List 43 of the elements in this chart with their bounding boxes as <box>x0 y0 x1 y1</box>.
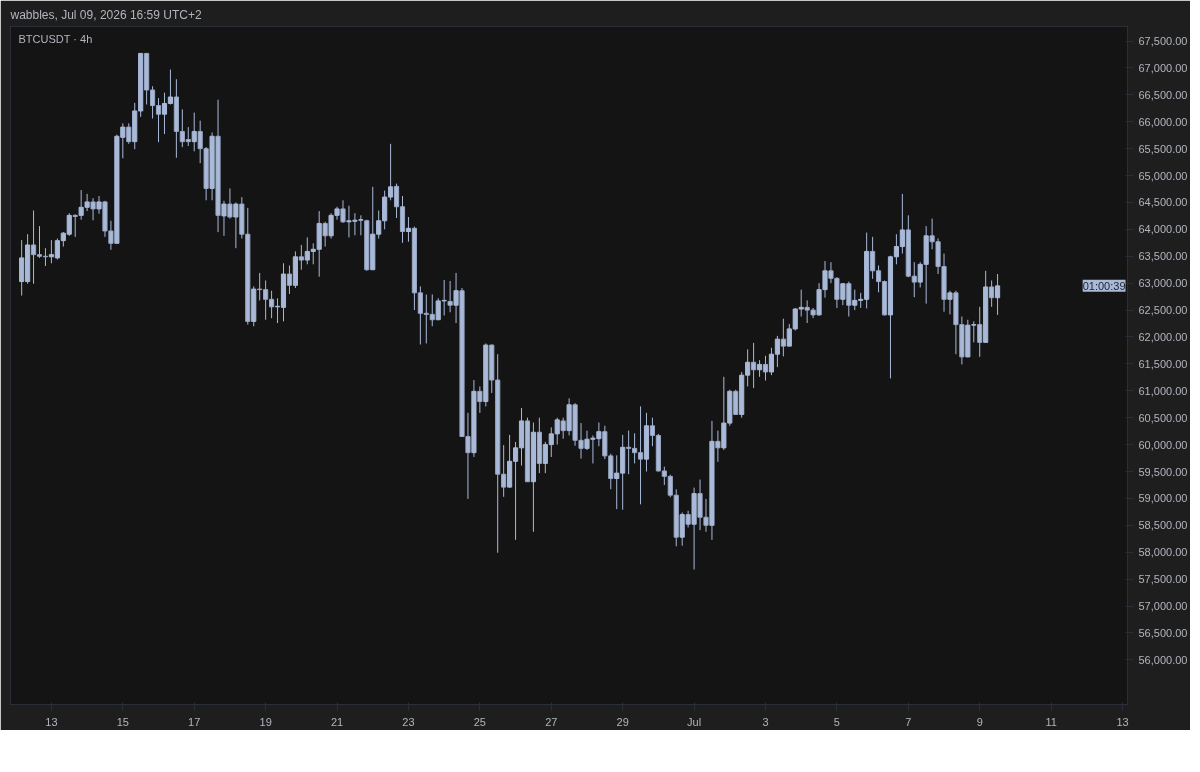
x-tick-label: 3 <box>762 715 769 728</box>
x-tick-label: 19 <box>259 715 272 728</box>
x-tick-label: 29 <box>616 715 629 728</box>
text: BTCUSDT · 4h <box>18 32 93 45</box>
y-tick-label: 60,000.00 <box>1138 438 1188 451</box>
x-tick-label: 25 <box>473 715 486 728</box>
y-tick-label: 65,500.00 <box>1138 142 1188 155</box>
y-tick-label: 58,000.00 <box>1138 546 1188 559</box>
y-tick-label: 63,500.00 <box>1138 250 1188 263</box>
x-tick-label: 13 <box>1116 715 1129 728</box>
y-tick-label: 62,500.00 <box>1138 304 1188 317</box>
y-tick-label: 57,500.00 <box>1138 573 1188 586</box>
y-tick-label: 66,500.00 <box>1138 88 1188 101</box>
y-tick-label: 58,500.00 <box>1138 519 1188 532</box>
x-tick-label: 5 <box>833 715 840 728</box>
y-tick-label: 66,000.00 <box>1138 115 1188 128</box>
y-tick-label: 56,500.00 <box>1138 626 1188 639</box>
y-tick-label: 64,000.00 <box>1138 223 1188 236</box>
y-tick-label: 61,000.00 <box>1138 384 1188 397</box>
x-tick-label: 21 <box>330 715 344 728</box>
x-tick-label: 9 <box>976 715 983 728</box>
y-tick-label: 65,000.00 <box>1138 169 1188 182</box>
y-tick-label: 67,500.00 <box>1138 35 1188 48</box>
y-tick-label: 56,000.00 <box>1138 653 1188 666</box>
x-tick-label: 7 <box>905 715 912 728</box>
x-tick-label: 17 <box>188 715 201 728</box>
y-tick-label: 59,500.00 <box>1138 465 1188 478</box>
x-tick-label: 27 <box>545 715 558 728</box>
x-tick-label: Jul <box>687 715 702 728</box>
x-tick-label: 15 <box>116 715 129 728</box>
x-tick-label: 13 <box>45 715 58 728</box>
y-tick-label: 61,500.00 <box>1138 357 1188 370</box>
x-tick-label: 11 <box>1045 715 1057 728</box>
y-tick-label: 57,000.00 <box>1138 600 1188 613</box>
y-tick-label: 67,000.00 <box>1138 61 1188 74</box>
chart-subtitle: wabbles, Jul 09, 2026 16:59 UTC+2 <box>9 7 202 22</box>
y-tick-label: 62,000.00 <box>1138 330 1188 343</box>
y-tick-label: 60,500.00 <box>1138 411 1188 424</box>
y-tick-label: 64,500.00 <box>1138 196 1188 209</box>
annotation: 01:00:39 <box>1082 279 1126 292</box>
x-tick-label: 23 <box>402 715 415 728</box>
y-tick-label: 63,000.00 <box>1138 277 1188 290</box>
y-tick-label: 59,000.00 <box>1138 492 1188 505</box>
